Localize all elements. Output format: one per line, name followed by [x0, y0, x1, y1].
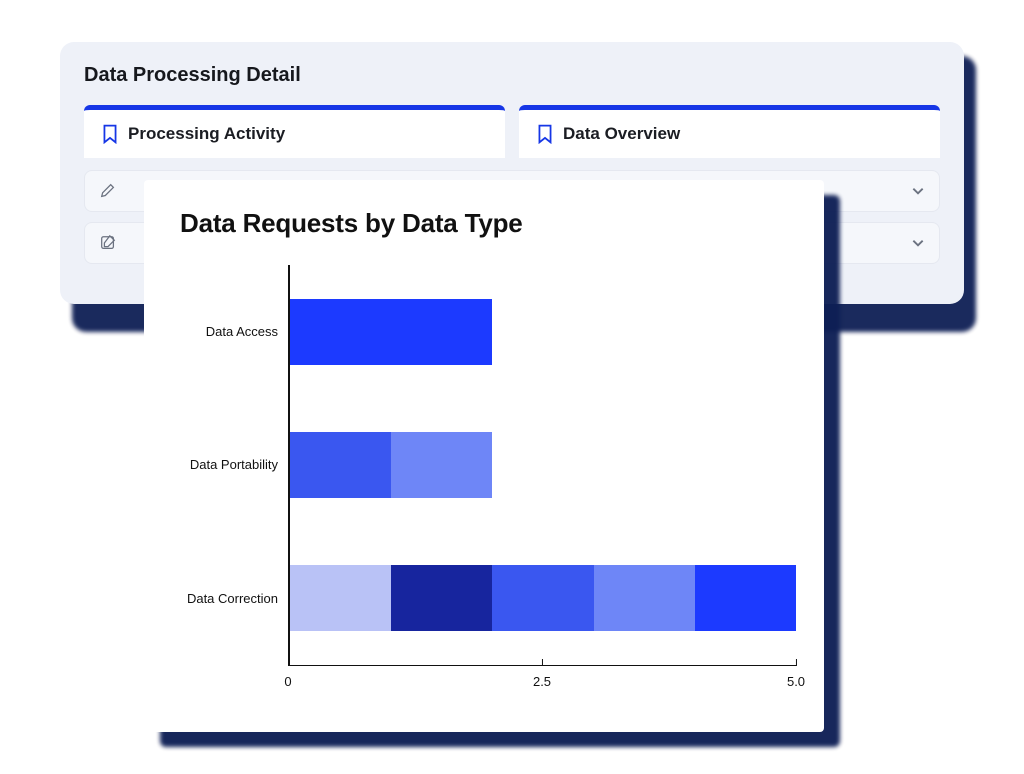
bookmark-icon [102, 124, 118, 144]
chart-bar [290, 432, 492, 498]
pencil-icon [99, 182, 117, 200]
chart-bar-segment [594, 565, 695, 631]
chart-bar [290, 299, 492, 365]
chart-x-tick: 5.0 [787, 666, 805, 689]
chart-x-tick: 0 [284, 666, 291, 689]
chart-bar-segment [290, 565, 391, 631]
card-tabs: Processing Activity Data Overview [84, 105, 940, 158]
chart-body: Data AccessData PortabilityData Correcti… [180, 265, 796, 665]
chart-plot [288, 265, 796, 665]
chart-title: Data Requests by Data Type [180, 208, 796, 239]
tab-data-overview[interactable]: Data Overview [519, 105, 940, 158]
card-title: Data Processing Detail [84, 64, 940, 87]
chart-bar-segment [290, 432, 391, 498]
chart-bar-segment [391, 565, 492, 631]
chart-x-tick: 2.5 [533, 666, 551, 689]
chart-category-label: Data Portability [180, 398, 278, 531]
chart-bar-segment [391, 432, 492, 498]
chevron-down-icon [911, 184, 925, 198]
tab-processing-activity[interactable]: Processing Activity [84, 105, 505, 158]
bookmark-icon [537, 124, 553, 144]
chart-category-label: Data Access [180, 265, 278, 398]
tab-label: Data Overview [563, 124, 680, 144]
chart-panel: Data Requests by Data Type Data AccessDa… [144, 180, 824, 732]
tab-label: Processing Activity [128, 124, 285, 144]
chart-bar-segment [290, 299, 492, 365]
chart-bar-row [290, 398, 796, 531]
chart-bar-segment [695, 565, 796, 631]
edit-square-icon [99, 234, 117, 252]
chart-bar-row [290, 265, 796, 398]
chart-y-labels: Data AccessData PortabilityData Correcti… [180, 265, 288, 665]
chart-category-label: Data Correction [180, 532, 278, 665]
chart-bar [290, 565, 796, 631]
chart-bar-row [290, 532, 796, 665]
chart-bar-segment [492, 565, 593, 631]
chevron-down-icon [911, 236, 925, 250]
chart-x-axis: 02.55.0 [288, 665, 796, 695]
